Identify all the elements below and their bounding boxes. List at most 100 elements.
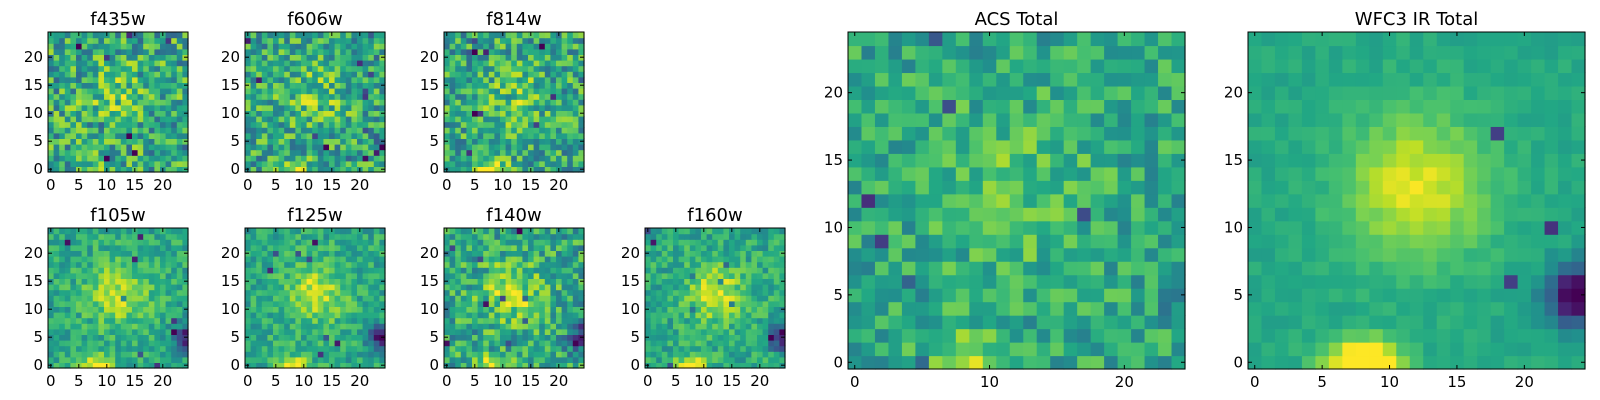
- heatmap-cell: [477, 32, 484, 39]
- heatmap-cell: [115, 340, 122, 347]
- heatmap-cell: [539, 132, 546, 139]
- heatmap-cell: [572, 32, 579, 39]
- heatmap-cell: [115, 323, 122, 330]
- panel-title: f105w: [90, 205, 145, 226]
- heatmap-cell: [92, 104, 99, 111]
- heatmap-cell: [673, 256, 680, 263]
- heatmap-cell: [500, 300, 507, 307]
- heatmap-cell: [165, 306, 172, 313]
- heatmap-cell: [137, 323, 144, 330]
- heatmap-cell: [143, 306, 150, 313]
- heatmap-cell: [505, 250, 512, 257]
- heatmap-cell: [712, 272, 719, 279]
- heatmap-cell: [684, 261, 691, 268]
- heatmap-cell: [340, 284, 347, 291]
- heatmap-cell: [1090, 315, 1105, 330]
- heatmap-cell: [449, 256, 456, 263]
- heatmap-cell: [340, 76, 347, 83]
- heatmap-cell: [740, 289, 747, 296]
- heatmap-cell: [351, 233, 358, 240]
- heatmap-cell: [245, 256, 252, 263]
- heatmap-cell: [126, 362, 133, 369]
- heatmap-cell: [81, 317, 88, 324]
- heatmap-cell: [1131, 247, 1146, 262]
- heatmap-cell: [295, 144, 302, 151]
- heatmap-cell: [284, 88, 291, 95]
- heatmap-cell: [306, 121, 313, 128]
- heatmap-cell: [522, 351, 529, 358]
- heatmap-cell: [81, 160, 88, 167]
- heatmap-cell: [773, 340, 780, 347]
- heatmap-cell: [472, 323, 479, 330]
- heatmap-cell: [706, 261, 713, 268]
- heatmap-cell: [165, 356, 172, 363]
- heatmap-cell: [301, 312, 308, 319]
- heatmap-cell: [1023, 166, 1038, 181]
- heatmap-cell: [678, 334, 685, 341]
- heatmap-cell: [751, 306, 758, 313]
- heatmap-cell: [92, 155, 99, 162]
- heatmap-cell: [98, 244, 105, 251]
- heatmap-cell: [779, 295, 786, 302]
- heatmap-cell: [59, 93, 66, 100]
- heatmap-cell: [874, 315, 890, 330]
- heatmap-cell: [466, 110, 473, 117]
- heatmap-cell: [556, 233, 563, 240]
- heatmap-cell: [317, 272, 324, 279]
- heatmap-cell: [334, 43, 341, 50]
- heatmap-cell: [483, 82, 490, 89]
- heatmap-cell: [301, 149, 308, 156]
- heatmap-cell: [373, 295, 380, 302]
- heatmap-cell: [273, 110, 280, 117]
- heatmap-cell: [120, 340, 127, 347]
- heatmap-cell: [533, 256, 540, 263]
- heatmap-cell: [483, 345, 490, 352]
- heatmap-cell: [351, 239, 358, 246]
- heatmap-cell: [661, 356, 668, 363]
- heatmap-cell: [176, 328, 183, 335]
- heatmap-cell: [64, 244, 71, 251]
- heatmap-cell: [678, 328, 685, 335]
- heatmap-cell: [928, 247, 943, 262]
- heatmap-cell: [773, 334, 780, 341]
- heatmap-cell: [70, 88, 77, 95]
- heatmap-cell: [550, 76, 557, 83]
- heatmap-cell: [295, 54, 302, 61]
- heatmap-cell: [901, 220, 916, 235]
- heatmap-cell: [673, 239, 680, 246]
- heatmap-cell: [757, 334, 764, 341]
- heatmap-cell: [449, 93, 456, 100]
- heatmap-cell: [284, 166, 291, 173]
- heatmap-cell: [1036, 301, 1051, 316]
- heatmap-cell: [345, 267, 352, 274]
- heatmap-cell: [120, 65, 127, 72]
- heatmap-cell: [678, 312, 685, 319]
- heatmap-cell: [289, 99, 296, 106]
- heatmap-cell: [176, 312, 183, 319]
- heatmap-cell: [751, 323, 758, 330]
- heatmap-cell: [874, 180, 890, 195]
- heatmap-cell: [109, 300, 116, 307]
- heatmap-cell: [472, 76, 479, 83]
- heatmap-cell: [329, 284, 336, 291]
- heatmap-cell: [723, 362, 730, 369]
- heatmap-cell: [284, 76, 291, 83]
- heatmap-cell: [351, 334, 358, 341]
- heatmap-cell: [488, 93, 495, 100]
- heatmap-cell: [528, 43, 535, 50]
- heatmap-cell: [567, 289, 574, 296]
- heatmap-cell: [176, 93, 183, 100]
- heatmap-cell: [154, 76, 161, 83]
- heatmap-cell: [182, 43, 189, 50]
- heatmap-cell: [996, 315, 1011, 330]
- heatmap-cell: [301, 272, 308, 279]
- heatmap-cell: [171, 93, 178, 100]
- heatmap-cell: [556, 144, 563, 151]
- heatmap-cell: [143, 356, 150, 363]
- heatmap-cell: [861, 166, 876, 181]
- heatmap-cell: [176, 127, 183, 134]
- heatmap-cell: [1063, 328, 1078, 343]
- heatmap-cell: [132, 99, 139, 106]
- heatmap-cell: [182, 116, 189, 123]
- heatmap-cell: [1023, 288, 1038, 303]
